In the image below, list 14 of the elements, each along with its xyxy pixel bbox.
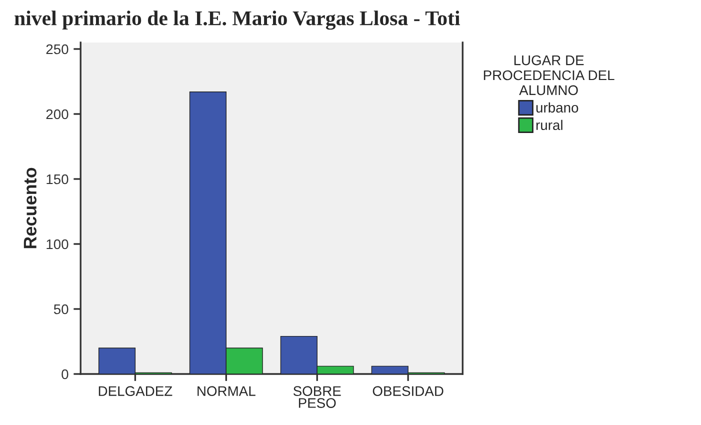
y-tick-label: 0 bbox=[62, 369, 68, 380]
x-tick-label: NORMAL bbox=[198, 386, 256, 396]
chart-title: nivel primario de la I.E. Mario Vargas Llosa - Toti bbox=[14, 10, 460, 30]
legend-label: rural bbox=[536, 120, 562, 130]
y-tick-label: 100 bbox=[46, 239, 68, 250]
y-tick-label: 150 bbox=[46, 174, 68, 184]
x-tick-label: SOBRE PESO bbox=[293, 386, 341, 408]
y-tick-label: 250 bbox=[46, 44, 68, 54]
x-tick-label: DELGADEZ bbox=[98, 386, 172, 396]
y-axis-title: Recuento bbox=[24, 168, 37, 248]
y-tick-label: 200 bbox=[46, 109, 68, 120]
y-tick-label: 50 bbox=[54, 304, 68, 314]
legend-label: urbano bbox=[536, 102, 578, 113]
x-tick-label: OBESIDAD bbox=[372, 386, 444, 396]
